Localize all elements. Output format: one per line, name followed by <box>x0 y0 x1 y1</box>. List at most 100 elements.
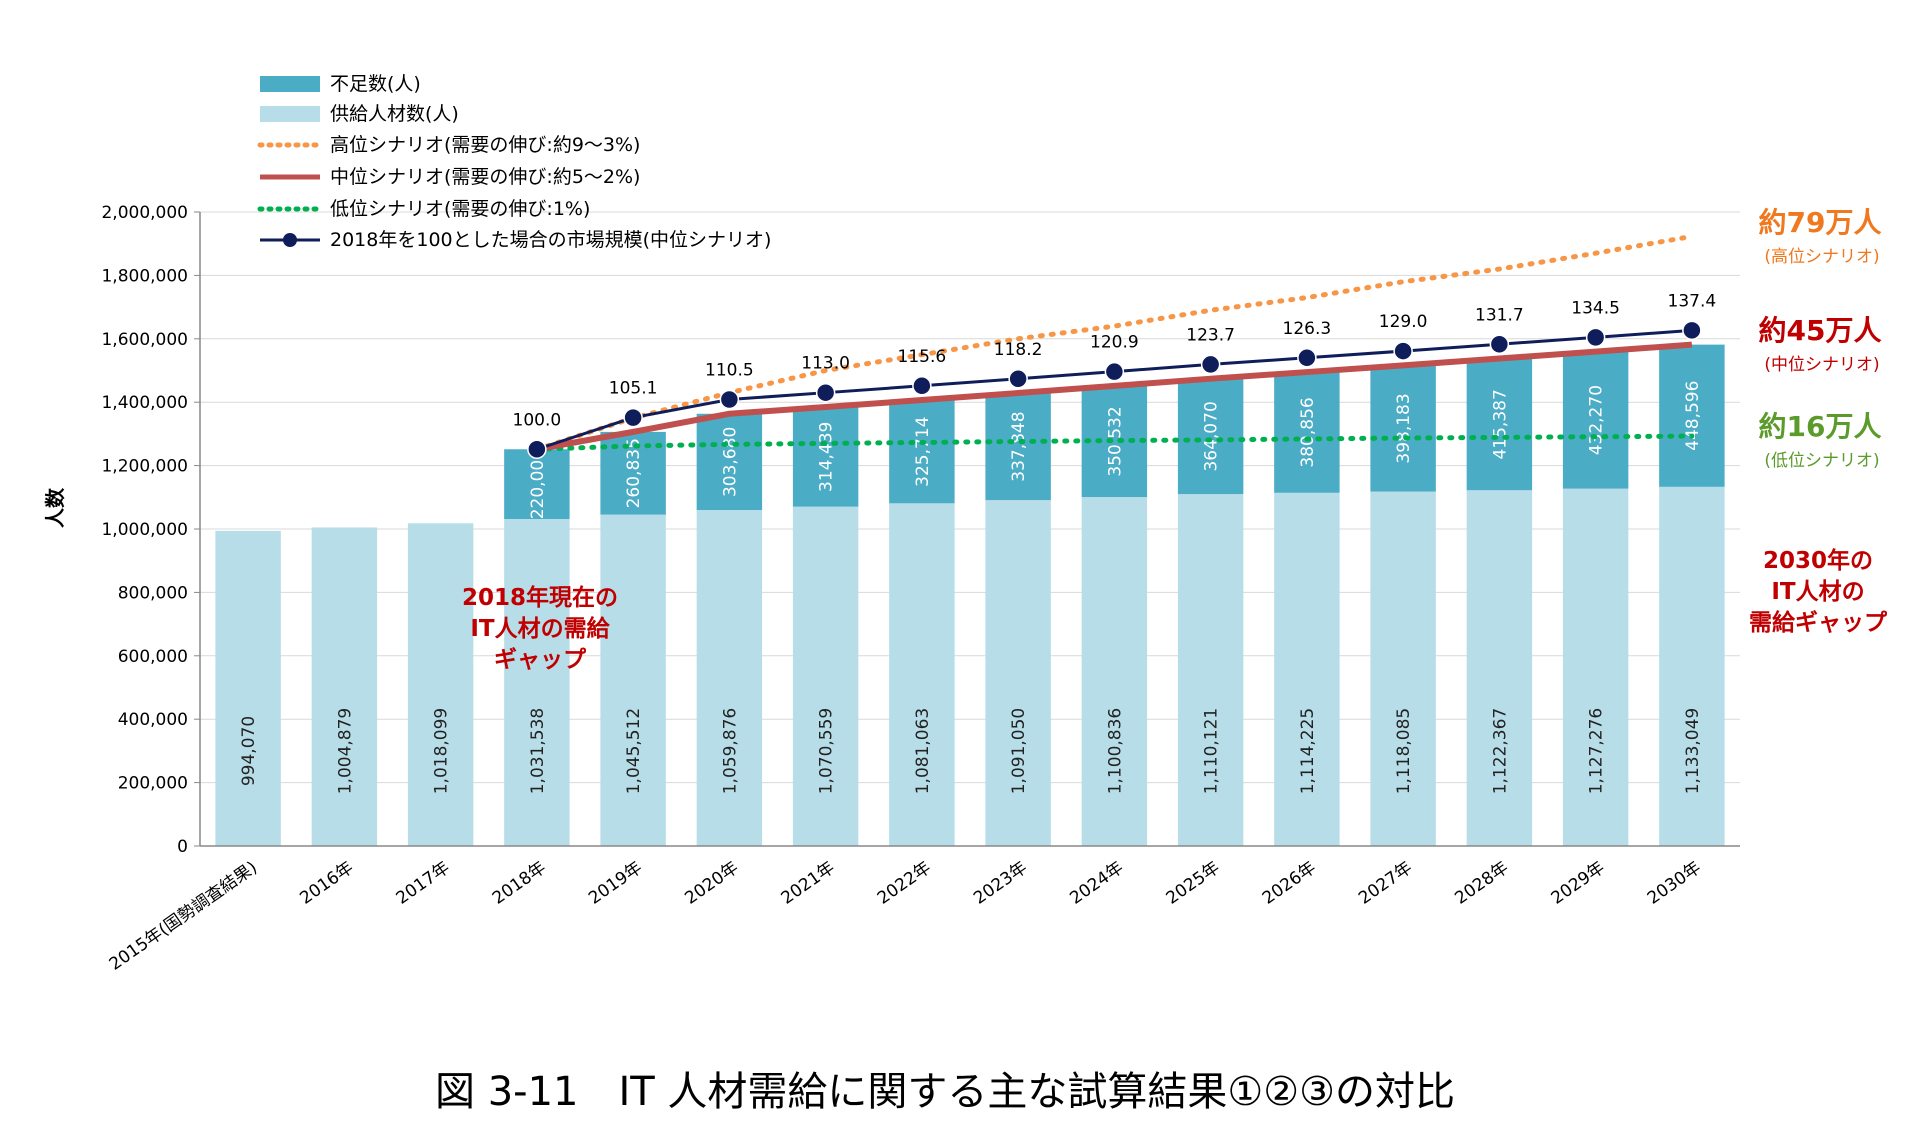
market-index-label: 100.0 <box>513 410 562 430</box>
market-index-point <box>527 439 547 460</box>
bar-shortage-label: 220,000 <box>528 449 548 519</box>
bar-shortage-label: 448,596 <box>1683 381 1703 451</box>
bar-shortage-label: 350,532 <box>1105 406 1125 476</box>
market-index-point <box>1008 369 1028 389</box>
market-index-point <box>1585 327 1606 348</box>
bar-supply <box>504 519 570 846</box>
ann-gap2030-line3: 需給ギャップ <box>1749 609 1888 636</box>
bar-supply <box>407 523 474 846</box>
x-tick-label: 2019年 <box>585 858 646 909</box>
bar-supply-label: 1,045,512 <box>624 708 644 795</box>
y-tick-label: 1,000,000 <box>101 520 188 540</box>
bar-shortage <box>1659 344 1725 487</box>
legend-label-shortage: 不足数(人) <box>330 73 421 95</box>
ann-gap2018-line1: 2018年現在の <box>462 584 618 611</box>
legend-label-low: 低位シナリオ(需要の伸び:1%) <box>330 198 590 220</box>
legend-label-high: 高位シナリオ(需要の伸び:約9～3%) <box>330 134 640 156</box>
bar-supply-label: 1,122,367 <box>1490 708 1510 795</box>
bar-supply <box>1177 494 1244 846</box>
market-index-point <box>1297 348 1317 368</box>
bar-shortage-label: 432,270 <box>1587 385 1607 455</box>
x-tick-label: 2023年 <box>970 858 1031 909</box>
bar-supply-label: 1,118,085 <box>1394 708 1414 795</box>
bar-shortage-label: 364,070 <box>1202 401 1222 471</box>
bar-supply-label: 1,081,063 <box>913 708 933 795</box>
legend-label-mid: 中位シナリオ(需要の伸び:約5～2%) <box>330 166 640 188</box>
legend-swatch-shortage <box>260 76 320 92</box>
market-index-point <box>815 382 836 403</box>
x-tick-label: 2029年 <box>1548 858 1609 909</box>
bar-supply <box>215 530 281 846</box>
market-index-label: 137.4 <box>1668 291 1717 311</box>
market-index-point <box>623 407 643 428</box>
bar-shortage <box>985 393 1051 501</box>
bar-supply <box>1370 491 1436 846</box>
bar-supply <box>889 503 955 846</box>
bar-supply-label: 1,091,050 <box>1009 708 1029 795</box>
ann-low-small: (低位シナリオ) <box>1764 451 1879 471</box>
bar-shortage <box>1081 385 1148 498</box>
bar-supply-label: 1,004,879 <box>335 708 355 795</box>
bar-shortage <box>889 400 955 504</box>
bar-shortage <box>696 413 763 511</box>
x-tick-label: 2015年(国勢調査結果) <box>106 858 261 975</box>
x-tick-label: 2026年 <box>1259 858 1320 909</box>
y-tick-label: 400,000 <box>118 710 188 730</box>
bar-shortage <box>504 449 570 520</box>
bar-supply <box>1659 486 1725 846</box>
x-tick-label: 2025年 <box>1163 858 1224 909</box>
bars: 994,070 1,004,879 1,018,099 1,031,538 220,00… <box>215 344 1725 846</box>
bar-shortage <box>1562 351 1629 489</box>
x-tick-label: 2027年 <box>1355 858 1416 909</box>
ann-low-big: 約16万人 <box>1759 410 1882 443</box>
market-index-label: 123.7 <box>1186 325 1235 345</box>
bar-supply-label: 1,100,836 <box>1105 708 1125 795</box>
bar-shortage-label: 415,387 <box>1490 389 1510 459</box>
bar-supply-label: 1,070,559 <box>817 708 837 795</box>
bar-shortage <box>1370 365 1436 492</box>
y-axis-label: 人数 <box>43 487 67 528</box>
ann-gap2018-line3: ギャップ <box>494 647 587 673</box>
bar-shortage <box>792 406 859 507</box>
y-tick-label: 1,800,000 <box>101 266 188 286</box>
x-tick-label: 2020年 <box>681 858 742 909</box>
bar-shortage-label: 337,848 <box>1009 411 1029 481</box>
ann-mid-small: (中位シナリオ) <box>1764 355 1879 375</box>
bar-supply <box>600 514 666 846</box>
x-tick-label: 2018年 <box>489 858 550 909</box>
market-index-label: 105.1 <box>609 379 658 399</box>
line-mid-scenario <box>536 341 1693 453</box>
bar-supply-label: 1,018,099 <box>432 708 452 795</box>
ann-gap2030-line2: IT人材の <box>1771 579 1864 605</box>
bar-shortage <box>1177 378 1244 495</box>
x-tick-label: 2016年 <box>296 858 357 909</box>
market-index-label: 126.3 <box>1283 319 1332 339</box>
y-tick-label: 200,000 <box>118 774 188 794</box>
bar-supply <box>1274 492 1340 846</box>
bar-supply <box>1466 490 1533 846</box>
bar-supply <box>1081 497 1148 846</box>
bar-shortage <box>1466 358 1533 491</box>
figure-caption: 図 3-11 IT 人材需給に関する主な試算結果①②③の対比 <box>435 1069 1455 1115</box>
bar-supply-label: 1,133,049 <box>1683 708 1703 795</box>
market-index-label: 131.7 <box>1475 305 1524 325</box>
bar-supply-label: 1,031,538 <box>528 708 548 795</box>
x-tick-label: 2017年 <box>393 858 454 909</box>
scenario-lines: 100.0 105.1 110.5 113.0 115.6 118.2 120.9 123.7… <box>513 233 1717 460</box>
market-index-label: 134.5 <box>1571 298 1620 318</box>
bar-supply-label: 994,070 <box>239 716 259 786</box>
market-index-point <box>719 389 740 410</box>
bar-supply <box>792 506 859 846</box>
market-index-point <box>1682 320 1702 341</box>
x-tick-label: 2024年 <box>1066 858 1127 909</box>
bar-shortage-label: 314,439 <box>817 422 837 492</box>
y-tick-label: 800,000 <box>118 583 188 603</box>
bar-supply-label: 1,114,225 <box>1298 708 1318 795</box>
bar-supply <box>1562 488 1629 846</box>
bar-shortage <box>600 431 666 515</box>
bar-shortage-label: 380,856 <box>1298 397 1318 467</box>
ann-high-small: (高位シナリオ) <box>1764 247 1879 267</box>
x-tick-label: 2028年 <box>1451 858 1512 909</box>
y-tick-label: 0 <box>177 837 188 857</box>
bar-supply-label: 1,110,121 <box>1202 708 1222 795</box>
